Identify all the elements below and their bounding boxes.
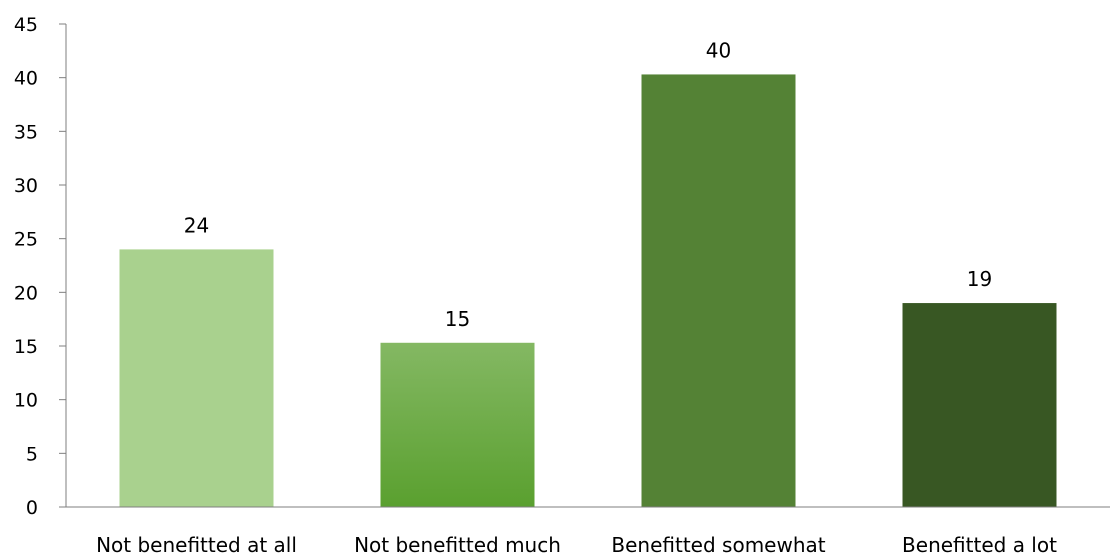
x-axis: Not benefitted at all Not benefitted much…	[66, 506, 1110, 557]
data-label-2: 15	[445, 307, 470, 331]
y-axis: 0 5 10 15 20 25 30 35 40 45	[14, 14, 67, 519]
y-tick-label: 5	[26, 443, 38, 465]
bar-2	[380, 342, 535, 507]
bars	[119, 74, 1057, 508]
y-tick-label: 10	[14, 390, 38, 412]
category-label-4: Benefitted a lot	[902, 533, 1057, 557]
bar-3	[641, 74, 796, 508]
category-label-2: Not benefitted much	[354, 533, 561, 557]
y-tick-label: 25	[14, 229, 38, 251]
y-tick-label: 30	[14, 175, 38, 197]
data-label-1: 24	[184, 213, 209, 237]
y-tick-label: 45	[14, 14, 38, 36]
category-label-3: Benefitted somewhat	[611, 533, 825, 557]
category-label-1: Not benefitted at all	[96, 533, 297, 557]
y-tick-label: 15	[14, 336, 38, 358]
y-tick-label: 0	[26, 497, 38, 519]
y-tick-label: 40	[14, 68, 38, 90]
bar-4	[902, 303, 1057, 507]
y-tick-label: 35	[14, 121, 38, 143]
data-labels: 24 15 40 19	[184, 38, 992, 330]
bar-1	[119, 249, 274, 507]
data-label-4: 19	[967, 267, 992, 291]
data-label-3: 40	[706, 38, 731, 62]
y-tick-label: 20	[14, 282, 38, 304]
